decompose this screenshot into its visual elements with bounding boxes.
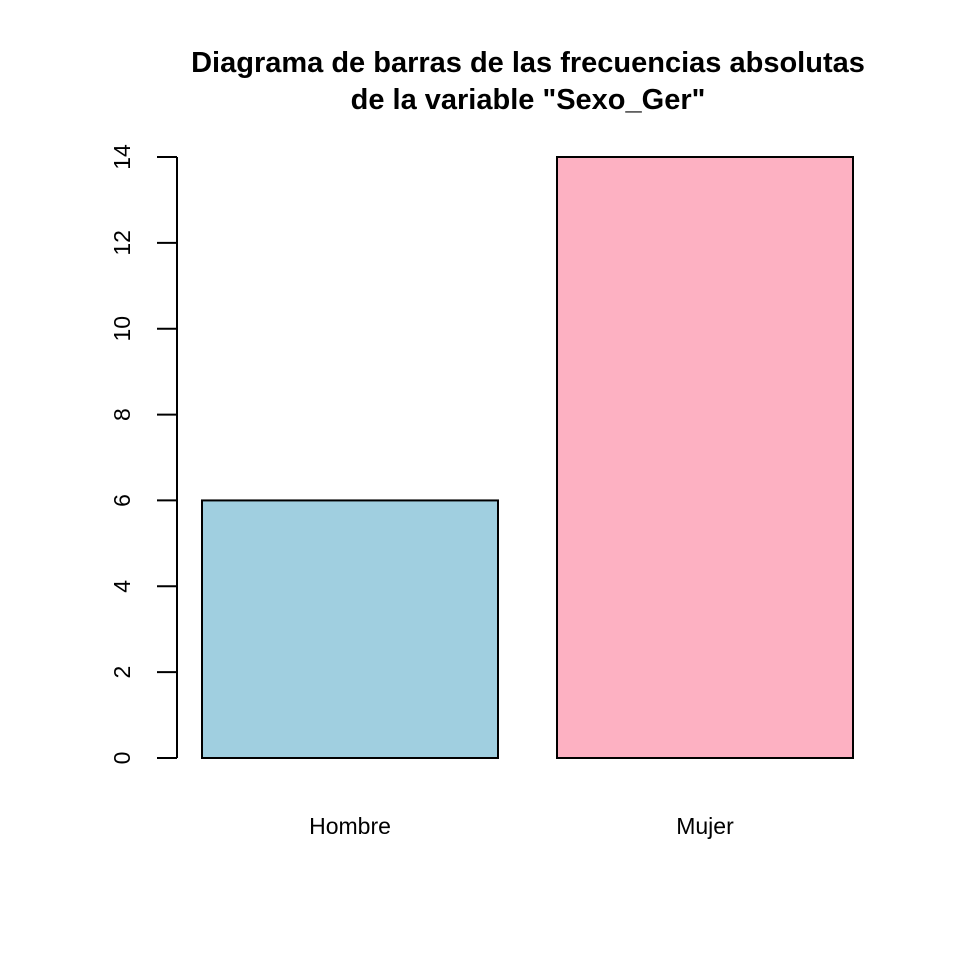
x-tick-label-hombre: Hombre bbox=[309, 813, 391, 839]
bar-hombre bbox=[201, 499, 499, 759]
y-axis: 0 2 4 6 8 10 12 14 bbox=[109, 144, 178, 765]
x-axis-labels: Hombre Mujer bbox=[309, 813, 734, 839]
y-tick-label-12: 12 bbox=[109, 230, 135, 256]
y-tick-label-10: 10 bbox=[109, 316, 135, 342]
y-tick-label-8: 8 bbox=[109, 408, 135, 421]
y-tick-label-14: 14 bbox=[109, 144, 135, 170]
x-tick-label-mujer: Mujer bbox=[676, 813, 734, 839]
bar-mujer bbox=[556, 156, 854, 759]
y-tick-label-6: 6 bbox=[109, 494, 135, 507]
y-tick-label-4: 4 bbox=[109, 580, 135, 593]
bars-group bbox=[201, 156, 854, 759]
y-tick-label-0: 0 bbox=[109, 752, 135, 765]
chart-title: Diagrama de barras de las frecuencias ab… bbox=[191, 47, 865, 79]
y-tick-label-2: 2 bbox=[109, 666, 135, 679]
chart-subtitle: de la variable "Sexo_Ger" bbox=[351, 84, 706, 116]
